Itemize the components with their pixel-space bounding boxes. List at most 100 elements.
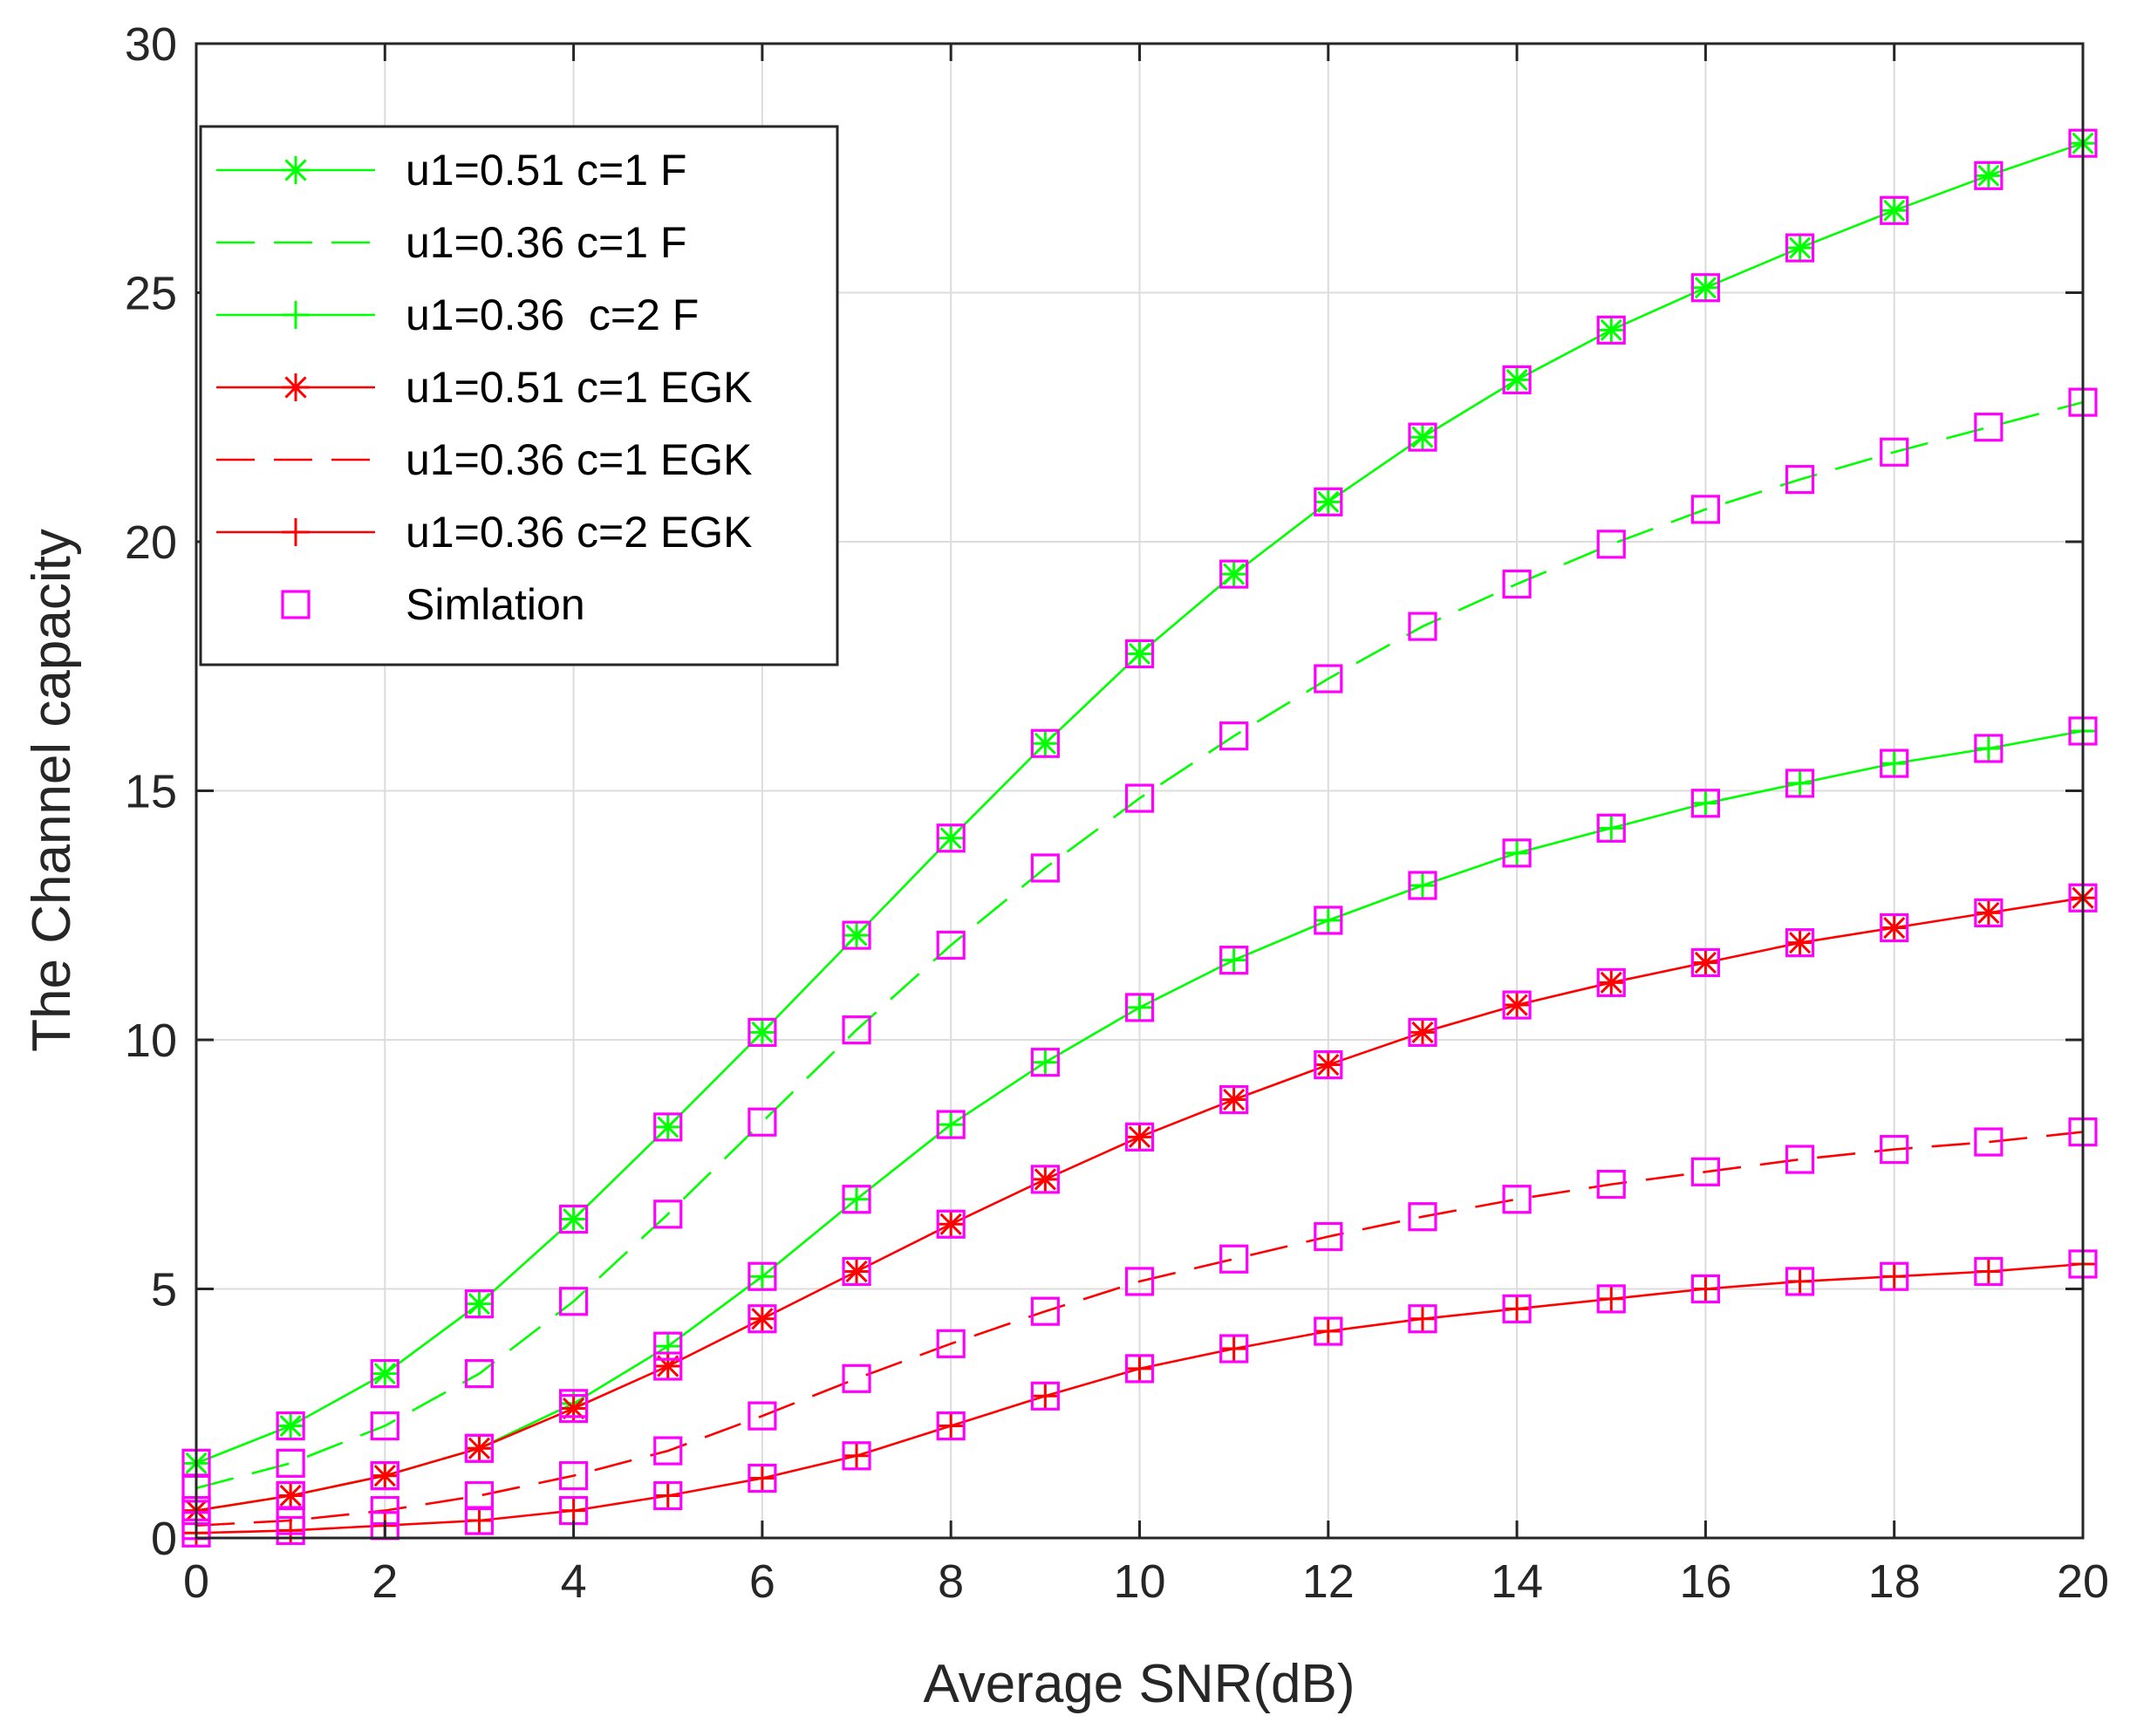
series-5 bbox=[195, 1131, 2084, 1527]
simulation-point bbox=[1785, 769, 1815, 798]
data-point bbox=[1031, 1382, 1060, 1411]
x-tick-label: 20 bbox=[2057, 1555, 2109, 1608]
data-point bbox=[1219, 1085, 1248, 1114]
legend-marker bbox=[282, 156, 310, 184]
data-point bbox=[1503, 838, 1532, 867]
axis-ticks: 0 2 4 6 8 10 12 14 16 18 20 0 5 10 15 20 25 30 bbox=[125, 18, 2109, 1608]
simulation-point bbox=[370, 1461, 399, 1491]
x-tick-label: 6 bbox=[749, 1555, 775, 1608]
simulation-point bbox=[1124, 1122, 1155, 1152]
series-layer bbox=[181, 128, 2098, 1548]
simulation-point bbox=[653, 1112, 683, 1142]
simulation-point bbox=[1880, 1261, 1909, 1291]
x-tick-label: 2 bbox=[372, 1555, 398, 1608]
simulation-point bbox=[936, 1329, 966, 1358]
simulation-point bbox=[842, 1441, 871, 1471]
simulation-point bbox=[1502, 838, 1532, 868]
simulation-point bbox=[1690, 273, 1721, 303]
simulation-point bbox=[1408, 422, 1437, 452]
simulation-point bbox=[1690, 1157, 1721, 1186]
series-line bbox=[195, 400, 2084, 1490]
legend-entry: u1=0.36 c=1 F bbox=[216, 218, 686, 267]
legend-label: u1=0.36 c=1 EGK bbox=[406, 435, 753, 484]
data-point bbox=[1314, 1050, 1342, 1079]
simulation-point bbox=[1974, 413, 2004, 442]
data-point bbox=[465, 1434, 494, 1463]
simulation-point bbox=[936, 1110, 966, 1139]
simulation-point bbox=[1502, 569, 1532, 599]
simulation-point bbox=[1030, 1381, 1060, 1411]
data-point bbox=[1880, 1262, 1908, 1291]
x-tick-label: 10 bbox=[1113, 1555, 1165, 1608]
data-point bbox=[1314, 488, 1342, 516]
data-point bbox=[276, 1516, 305, 1545]
data-point bbox=[1125, 1123, 1154, 1152]
simulation-point bbox=[464, 1433, 495, 1463]
data-point bbox=[748, 1304, 776, 1333]
simulation-point bbox=[1690, 1274, 1721, 1304]
data-point bbox=[1880, 196, 1908, 225]
simulation-point bbox=[1974, 1127, 2004, 1157]
data-point bbox=[843, 1257, 871, 1286]
data-point bbox=[843, 1185, 871, 1213]
simulation-point bbox=[1596, 315, 1626, 345]
data-point bbox=[559, 1394, 588, 1423]
simulation-point bbox=[1219, 946, 1249, 975]
simulation-point bbox=[1502, 1294, 1532, 1323]
data-point bbox=[937, 1111, 966, 1139]
simulation-point bbox=[1124, 1267, 1155, 1296]
y-tick-label: 30 bbox=[125, 18, 177, 71]
x-tick-label: 18 bbox=[1868, 1555, 1921, 1608]
simulation-point bbox=[1314, 1049, 1343, 1080]
data-point bbox=[843, 1441, 871, 1470]
simulation-point bbox=[464, 1289, 495, 1319]
simulation-point bbox=[1502, 990, 1532, 1020]
simulation-point bbox=[1030, 728, 1060, 758]
legend-marker bbox=[282, 373, 310, 401]
data-point bbox=[937, 1210, 966, 1239]
legend-label: u1=0.51 c=1 F bbox=[406, 146, 686, 195]
simulation-point bbox=[1785, 1267, 1815, 1296]
simulation-point bbox=[842, 1256, 871, 1287]
simulation-point bbox=[558, 1461, 589, 1491]
data-point bbox=[465, 1507, 494, 1535]
simulation-point bbox=[1219, 1244, 1249, 1274]
simulation-point bbox=[842, 920, 871, 950]
simulation-point bbox=[1314, 1316, 1343, 1346]
series-2 bbox=[195, 400, 2084, 1490]
simulation-point bbox=[1785, 233, 1815, 263]
data-point bbox=[1219, 946, 1248, 974]
data-point bbox=[1031, 1048, 1060, 1076]
simulation-point bbox=[558, 1287, 589, 1316]
legend-entry: u1=0.36 c=1 EGK bbox=[216, 435, 753, 484]
simulation-point bbox=[842, 1015, 871, 1045]
simulation-point bbox=[1785, 928, 1815, 958]
simulation-point bbox=[1880, 195, 1909, 225]
data-point bbox=[1974, 899, 2003, 927]
series-1 bbox=[182, 129, 2097, 1478]
simulation-point bbox=[1502, 365, 1532, 395]
simulation-point bbox=[1690, 495, 1721, 524]
legend-entry: u1=0.51 c=1 EGK bbox=[216, 363, 753, 412]
data-point bbox=[1408, 1304, 1437, 1333]
data-point bbox=[653, 1352, 682, 1381]
x-axis-title: Average SNR(dB) bbox=[923, 1654, 1355, 1714]
simulation-point bbox=[1596, 967, 1626, 997]
simulation-point bbox=[1314, 1221, 1343, 1252]
simulation-point bbox=[842, 1364, 871, 1393]
data-point bbox=[1314, 1317, 1342, 1346]
data-point bbox=[276, 1481, 305, 1510]
simulation-point bbox=[1690, 789, 1721, 818]
simulation-point bbox=[1596, 1284, 1626, 1314]
simulation-point bbox=[653, 1351, 683, 1381]
data-point bbox=[1219, 560, 1248, 589]
data-point bbox=[1974, 1257, 2003, 1286]
x-tick-label: 8 bbox=[938, 1555, 964, 1608]
data-point bbox=[1219, 1335, 1248, 1364]
simulation-point bbox=[748, 1401, 777, 1431]
data-point bbox=[1597, 968, 1626, 997]
data-point bbox=[1597, 814, 1626, 843]
simulation-point bbox=[1219, 1084, 1249, 1115]
simulation-point bbox=[936, 1209, 966, 1239]
